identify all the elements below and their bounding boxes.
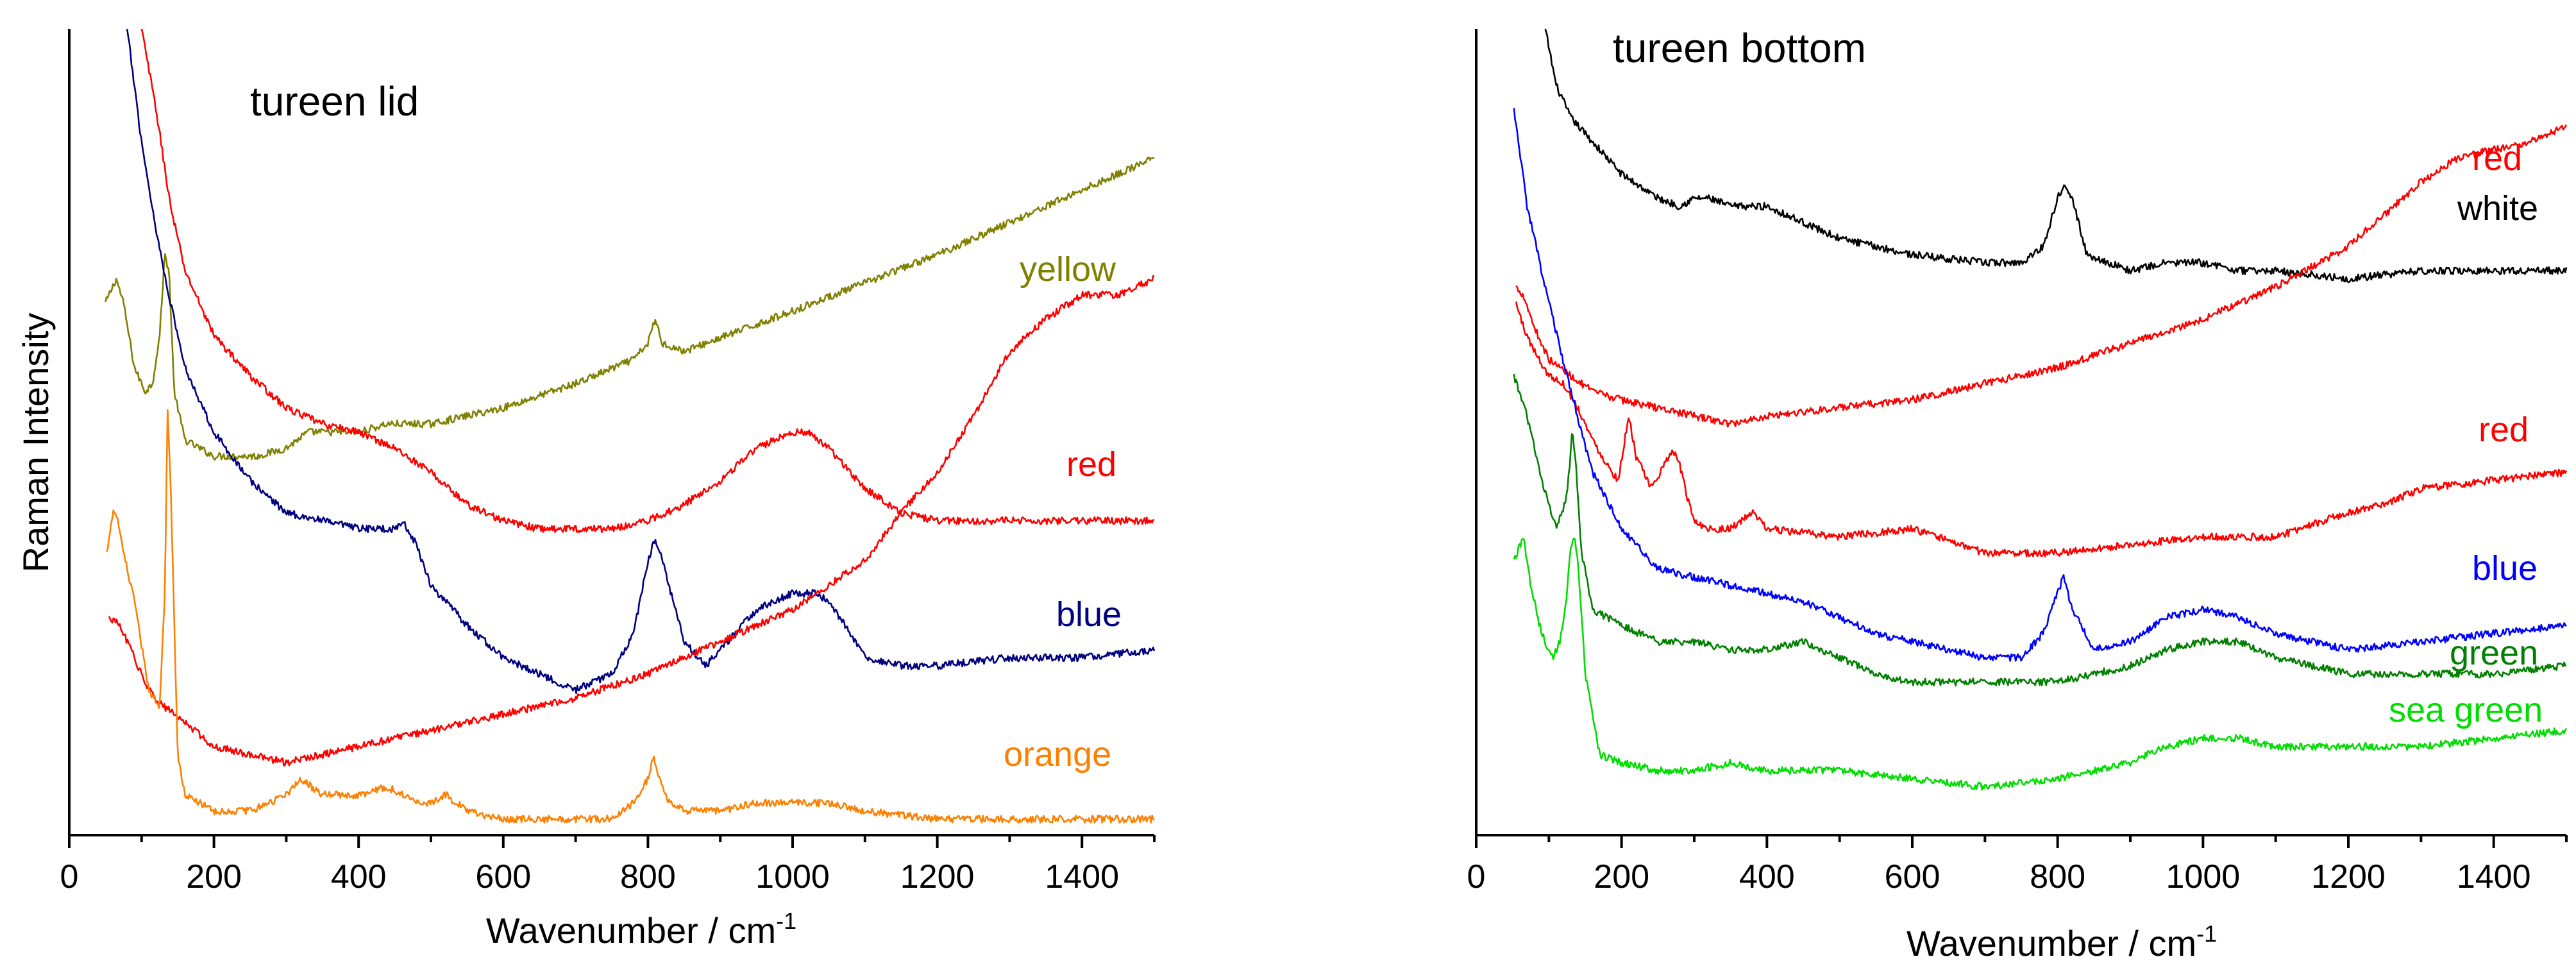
x-ticks-tureen-bottom: 0 200 400 600 800 1000 1200 1400 [1467,835,2568,895]
x-axis-title-tureen-bottom: Wavenumber / cm-1 [1907,920,2217,963]
x-tick-label-1200: 1200 [2311,858,2386,895]
x-tick-label-0: 0 [60,858,79,895]
x-tick-label-1400: 1400 [2457,858,2531,895]
x-tick-label-600: 600 [1885,858,1940,895]
x-axis-title-text: Wavenumber / cm [1907,923,2196,963]
series-label-sea-green: sea green [2389,691,2543,729]
series-label-yellow: yellow [1020,250,1116,289]
series-line-lid-orange-4 [106,409,1155,824]
x-tick-label-800: 800 [620,858,676,895]
series-line-bottom-white-0 [1544,28,2568,284]
series-group-tureen-bottom [1513,28,2568,791]
x-axis-title-superscript: -1 [2196,920,2217,947]
x-tick-label-0: 0 [1467,858,1486,895]
x-axis-title-superscript: -1 [776,908,796,934]
panel-title-tureen-lid: tureen lid [250,78,419,124]
series-line-lid-blue-2 [126,28,1156,694]
x-tick-label-1200: 1200 [900,858,975,895]
series-line-bottom-sea-green-5 [1513,538,2568,791]
x-tick-label-600: 600 [475,858,531,895]
x-tick-label-1000: 1000 [755,858,830,895]
series-line-lid-red-1 [140,28,1155,534]
x-ticks-tureen-lid: 0 200 400 600 800 1000 1200 1400 [60,835,1156,895]
series-line-bottom-green-4 [1513,373,2567,687]
series-group-tureen-lid [105,28,1156,824]
series-label-blue-bottom: blue [2472,549,2538,588]
series-line-lid-red-3 [108,275,1155,767]
y-axis-label: Raman Intensity [15,313,56,573]
panel-title-tureen-bottom: tureen bottom [1613,25,1866,71]
x-axis-title-tureen-lid: Wavenumber / cm-1 [486,908,796,951]
series-label-red-bottom-second: red [2479,411,2529,449]
x-tick-label-400: 400 [331,858,387,895]
chart-tureen-bottom: tureen bottom 0 200 400 600 800 1000 1200 1400 … [1467,25,2568,963]
series-label-red-lid: red [1066,445,1116,484]
chart-tureen-lid: tureen lid 0 200 400 600 800 1000 1200 1400 Wav… [60,28,1156,951]
series-line-bottom-blue-3 [1513,108,2567,662]
series-line-bottom-red-1 [1515,124,2568,428]
x-tick-label-1000: 1000 [2166,858,2240,895]
series-label-red-bottom-top: red [2472,139,2522,178]
series-line-lid-yellow-0 [105,157,1155,461]
series-label-orange: orange [1004,735,1111,774]
x-tick-label-200: 200 [186,858,242,895]
axes-frame-tureen-lid [68,29,1154,836]
series-label-white: white [2457,189,2538,228]
x-tick-label-800: 800 [2030,858,2085,895]
x-tick-label-1400: 1400 [1045,858,1119,895]
x-tick-label-400: 400 [1739,858,1795,895]
x-axis-title-text: Wavenumber / cm [486,910,776,951]
series-label-green: green [2450,634,2538,672]
series-line-bottom-red-2 [1515,301,2568,557]
x-tick-label-200: 200 [1594,858,1649,895]
series-label-blue-lid: blue [1056,595,1122,634]
